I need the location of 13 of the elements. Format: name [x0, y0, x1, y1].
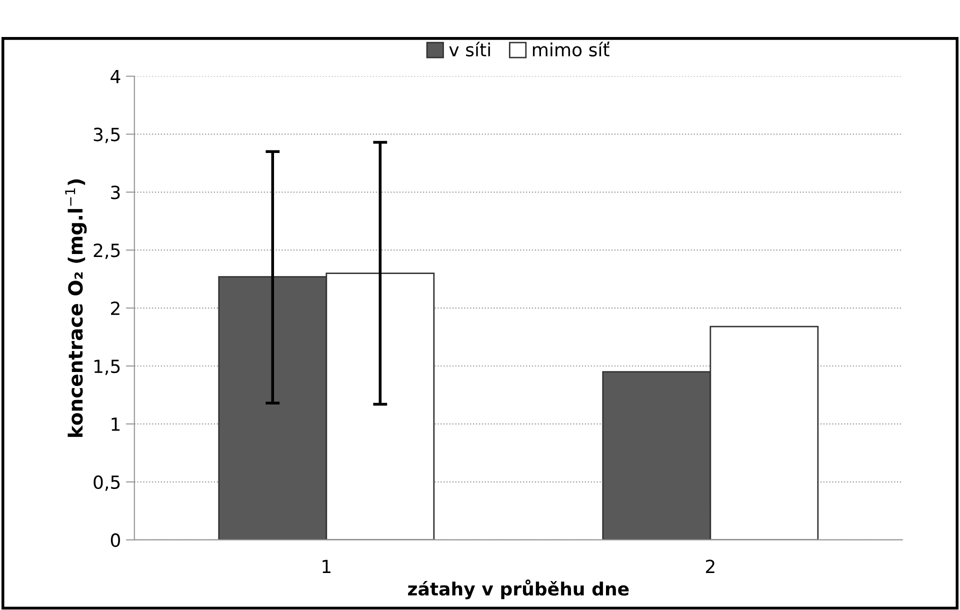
- y-tick-label: 4: [110, 70, 120, 84]
- y-tick-label: 1: [112, 418, 120, 431]
- legend-label: v síti: [449, 42, 490, 56]
- y-axis-title: koncentrace O₂ (mg.l$^{−1}$): [65, 179, 87, 437]
- legend-label: mimo síť: [532, 42, 610, 56]
- y-tick-label: 3: [111, 186, 120, 200]
- y-tick-label: 3,5: [94, 128, 120, 144]
- y-tick-label: 1,5: [94, 360, 120, 375]
- y-tick-label: 0,5: [94, 475, 120, 491]
- y-tick-label: 2,5: [94, 244, 120, 260]
- y-tick-label: 2: [111, 302, 120, 315]
- x-axis-title: zátahy v průběhu dne: [408, 580, 629, 600]
- y-tick-label: 0: [110, 533, 120, 547]
